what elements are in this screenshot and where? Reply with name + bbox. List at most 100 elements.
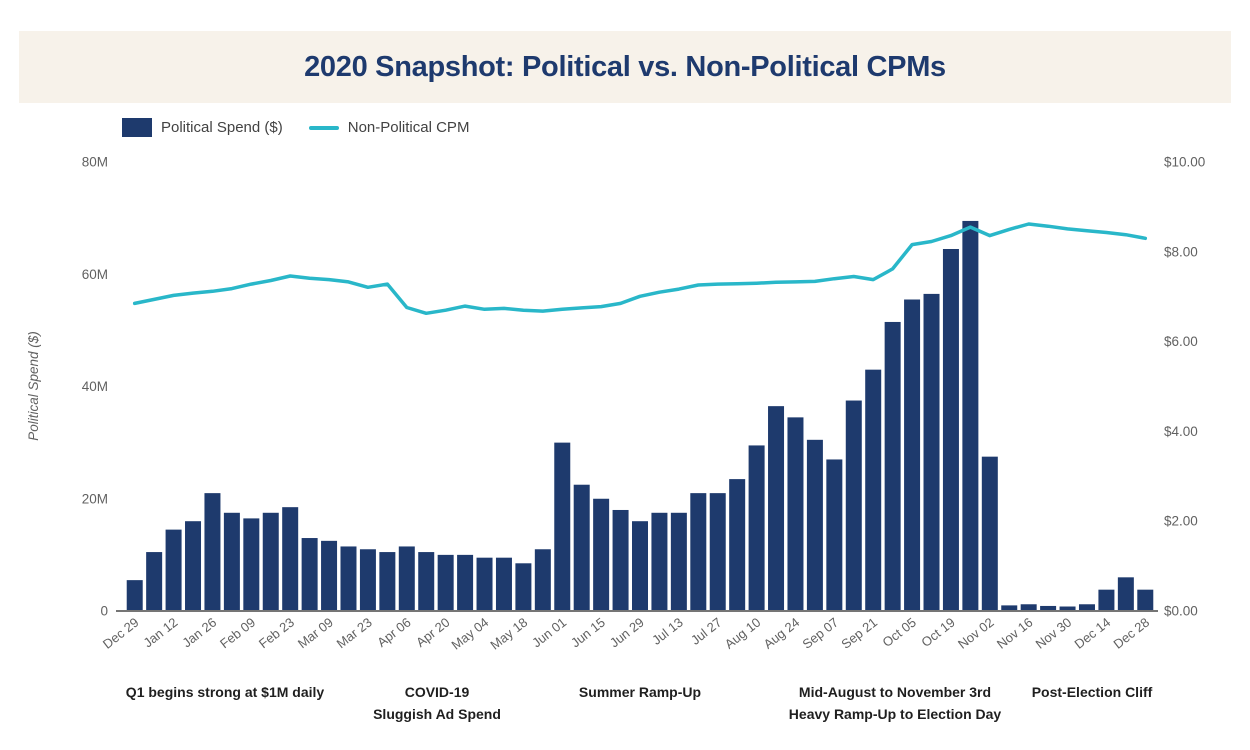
political-spend-bar [612,509,629,611]
political-spend-bar [865,369,882,611]
x-axis-tick: Dec 14 [1072,615,1114,652]
political-spend-bar [884,321,901,611]
political-spend-bar [398,546,415,611]
annotation-post-election: Post-Election Cliff [1032,681,1153,703]
political-spend-bar [593,498,610,611]
x-axis-tick: Aug 10 [722,615,764,652]
political-spend-bar [495,557,512,611]
political-spend-bar [1117,577,1134,611]
legend-label-non-political-cpm: Non-Political CPM [347,119,470,136]
left-axis-tick: 40M [82,379,108,394]
annotation-q1: Q1 begins strong at $1M daily [126,681,324,703]
political-spend-bar [1078,604,1095,611]
annotation-election-rampup: Mid-August to November 3rd Heavy Ramp-Up… [789,681,1001,725]
annotation-covid: COVID-19 Sluggish Ad Spend [373,681,501,725]
left-axis-tick: 60M [82,267,108,282]
x-axis-tick: Jan 26 [179,615,219,651]
x-axis-tick: Nov 16 [994,615,1036,652]
political-spend-bar [301,538,318,611]
political-spend-bar [418,552,435,611]
x-axis-tick: Apr 06 [374,615,413,650]
political-spend-bar [146,552,163,611]
bar-swatch-icon [122,118,152,137]
x-axis-tick: Jun 29 [607,615,647,651]
political-spend-bar [632,521,648,611]
political-spend-bar [690,493,707,611]
political-spend-bar [942,248,959,611]
right-axis-tick: $0.00 [1164,604,1198,619]
x-axis-tick: Mar 23 [334,615,375,652]
political-spend-bar [709,493,726,611]
political-spend-bar [729,479,746,611]
political-spend-bar [787,417,804,611]
political-spend-bar [1098,589,1115,611]
annotation-text: Sluggish Ad Spend [373,706,501,722]
x-axis-tick: May 18 [487,615,530,653]
x-axis-tick: Sep 21 [838,615,880,652]
political-spend-bar [651,512,668,611]
political-spend-bar [185,521,202,611]
left-axis-title: Political Spend ($) [26,331,41,441]
political-spend-bar [243,518,260,611]
political-spend-bar [321,540,338,611]
left-axis-tick: 80M [82,155,108,170]
political-spend-bar [359,549,376,611]
political-spend-bar [826,459,843,611]
political-spend-bar [1137,589,1154,611]
left-axis-tick: 20M [82,491,108,506]
x-axis-tick: Oct 05 [880,615,919,650]
legend: Political Spend ($) Non-Political CPM [122,118,469,137]
x-axis-tick: Jan 12 [140,615,180,651]
x-axis-tick: Sep 07 [799,615,841,652]
political-spend-bar [126,580,143,611]
political-spend-bar [981,456,998,611]
x-axis-tick: Dec 28 [1110,615,1152,652]
political-spend-bar [904,299,921,611]
legend-item-political-spend: Political Spend ($) [122,118,283,137]
political-spend-bar [515,563,532,611]
x-axis-tick: Feb 23 [256,615,297,652]
political-spend-bar [340,546,357,611]
political-spend-bar [534,549,551,611]
x-axis-tick: Aug 24 [761,615,803,652]
x-axis-tick: Feb 09 [217,615,258,652]
combo-chart: 0 20M 40M 60M 80M $0.00 $2.00 $4.00 $6.00 $8.00 $1… [26,155,1205,653]
right-axis-tick: $10.00 [1164,155,1205,170]
non-political-cpm-line [132,222,1148,316]
x-axis-tick: Jul 13 [649,615,686,648]
line-swatch-icon [308,125,339,130]
political-spend-bar [806,439,823,611]
political-spend-bar [768,406,785,611]
chart-title: 2020 Snapshot: Political vs. Non-Politic… [304,50,946,83]
annotation-text: Post-Election Cliff [1031,684,1153,700]
political-spend-bar [748,445,765,611]
x-axis-tick: May 04 [449,615,492,653]
political-spend-bar [1040,605,1057,611]
legend-item-non-political-cpm: Non-Political CPM [308,119,470,136]
political-spend-bar [1020,604,1037,611]
annotation-text: Q1 begins strong at $1M daily [125,684,325,700]
right-axis-tick: $6.00 [1164,334,1198,349]
political-spend-bar [262,512,279,611]
political-spend-bar [223,512,240,611]
legend-label-political-spend: Political Spend ($) [161,119,283,136]
x-axis-tick: Mar 09 [295,615,336,652]
left-axis-tick: 0 [100,604,108,619]
annotation-text: Mid-August to November 3rd [798,684,992,700]
x-axis-tick: Jun 01 [529,615,569,651]
right-axis-tick: $4.00 [1164,424,1198,439]
political-spend-bar [1059,606,1076,611]
title-banner: 2020 Snapshot: Political vs. Non-Politic… [19,31,1231,103]
annotation-summer: Summer Ramp-Up [579,681,701,703]
political-spend-bar [204,493,221,611]
x-axis-tick: Jul 27 [688,615,725,648]
right-axis-tick: $2.00 [1164,514,1198,529]
annotation-text: COVID-19 [404,684,470,700]
political-spend-bar [573,484,590,611]
political-spend-bar [379,552,396,611]
political-spend-bar [476,557,493,611]
x-axis-tick: Nov 30 [1033,615,1075,652]
x-axis-tick: Apr 20 [413,615,452,650]
political-spend-bar [165,529,182,611]
x-axis-tick: Oct 19 [918,615,957,650]
